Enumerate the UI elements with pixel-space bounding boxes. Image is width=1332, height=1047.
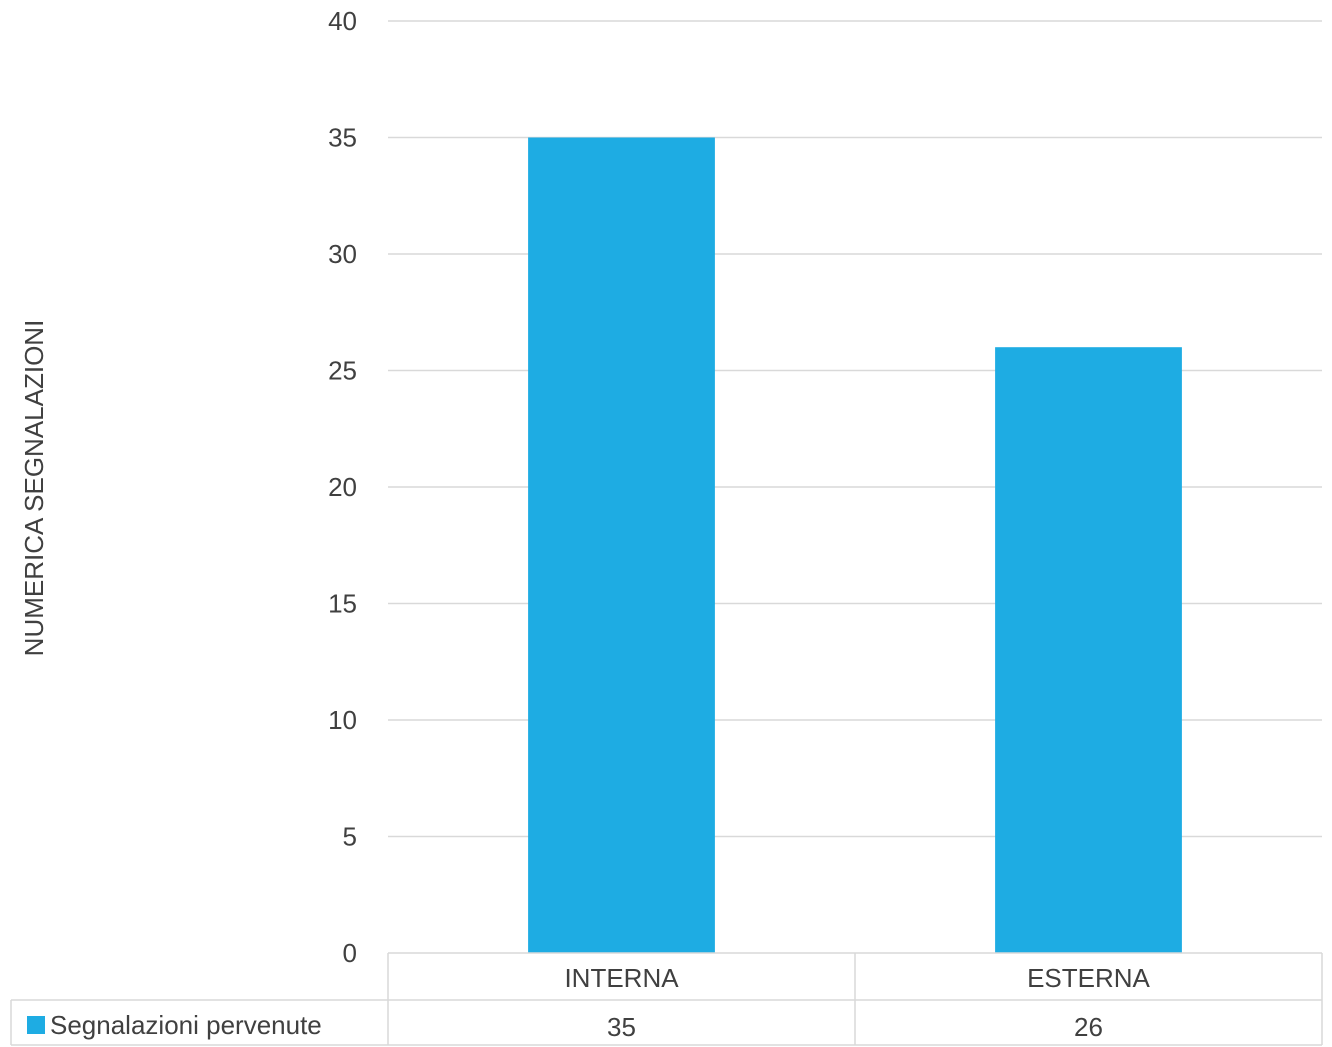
data-table-value: 35 bbox=[607, 1012, 636, 1042]
y-tick-label: 5 bbox=[343, 822, 357, 852]
legend-key bbox=[27, 1016, 45, 1034]
bar bbox=[528, 137, 715, 953]
bars bbox=[528, 137, 1182, 953]
x-category-label: ESTERNA bbox=[1027, 963, 1150, 993]
bar bbox=[995, 347, 1182, 953]
y-tick-label: 10 bbox=[328, 705, 357, 735]
y-tick-label: 30 bbox=[328, 239, 357, 269]
x-category-label: INTERNA bbox=[564, 963, 679, 993]
y-axis-title: NUMERICA SEGNALAZIONI bbox=[19, 320, 49, 657]
legend-label: Segnalazioni pervenute bbox=[50, 1010, 322, 1040]
y-tick-label: 0 bbox=[343, 938, 357, 968]
y-tick-label: 35 bbox=[328, 123, 357, 153]
y-axis-ticks: 0 5 10 15 20 25 30 35 40 bbox=[328, 6, 357, 968]
data-table-value: 26 bbox=[1074, 1012, 1103, 1042]
y-tick-label: 25 bbox=[328, 356, 357, 386]
y-tick-label: 15 bbox=[328, 589, 357, 619]
y-tick-label: 20 bbox=[328, 472, 357, 502]
y-tick-label: 40 bbox=[328, 6, 357, 36]
data-table: INTERNA ESTERNA Segnalazioni pervenute 35 26 bbox=[10, 952, 1323, 1046]
